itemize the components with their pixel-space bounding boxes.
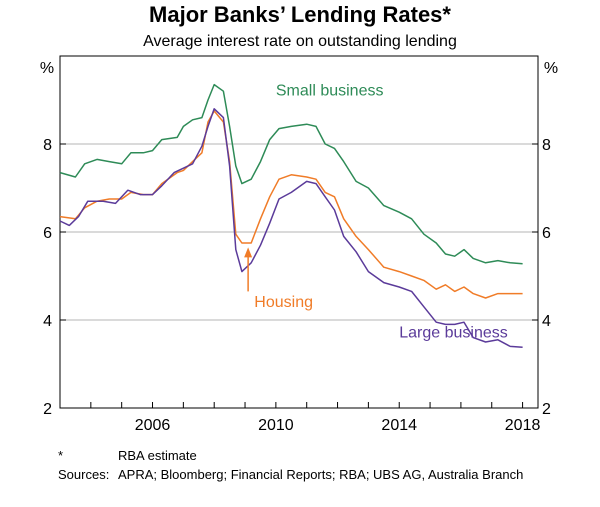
chart-svg: 2 2 4 4 6 6 8 8% % 2006 2010 2014 2018 Small busines… — [40, 55, 558, 434]
series-layer — [59, 83, 523, 349]
annotation-housing: Housing — [254, 294, 313, 311]
grid-layer — [60, 143, 538, 321]
x-tick-label: 2010 — [258, 417, 294, 434]
x-tick-label: 2014 — [381, 417, 417, 434]
chart-title: Major Banks’ Lending Rates* — [149, 2, 451, 27]
footnote-text: RBA estimate — [118, 448, 197, 463]
series-line-housing — [59, 110, 523, 299]
label-layer: Small business Housing Large business — [244, 83, 508, 342]
y-tick-label-right: 6 — [542, 225, 551, 242]
footnote-row: * RBA estimate — [58, 446, 538, 465]
tick-layer: 2 2 4 4 6 6 8 8% % 2006 2010 2014 2018 — [40, 60, 558, 434]
x-tick-label: 2006 — [135, 417, 171, 434]
y-tick-label-right: 8 — [542, 137, 551, 154]
y-tick-label-right: 4 — [542, 313, 551, 330]
housing-arrow-head — [244, 247, 253, 258]
footnote-marker: * — [58, 448, 64, 463]
chart-notes: * RBA estimate Sources: APRA; Bloomberg;… — [58, 446, 538, 484]
y-unit-right: % — [544, 60, 558, 77]
series-line-small-business — [59, 83, 523, 265]
annotation-small-business: Small business — [276, 83, 384, 100]
sources-label: Sources: — [58, 467, 110, 482]
x-tick-label: 2018 — [505, 417, 541, 434]
sources-text: APRA; Bloomberg; Financial Reports; RBA;… — [118, 467, 524, 482]
y-tick-label-left: 6 — [43, 225, 52, 242]
y-tick-label-right: 2 — [542, 401, 551, 418]
sources-row: Sources: APRA; Bloomberg; Financial Repo… — [58, 465, 538, 484]
series-line-large-business — [59, 108, 523, 349]
y-unit-left: % — [40, 60, 54, 77]
y-tick-label-left: 8 — [43, 137, 52, 154]
chart-subtitle: Average interest rate on outstanding len… — [143, 33, 457, 50]
annotation-large-business: Large business — [399, 325, 508, 342]
y-tick-label-left: 2 — [43, 401, 52, 418]
y-tick-label-left: 4 — [43, 313, 52, 330]
